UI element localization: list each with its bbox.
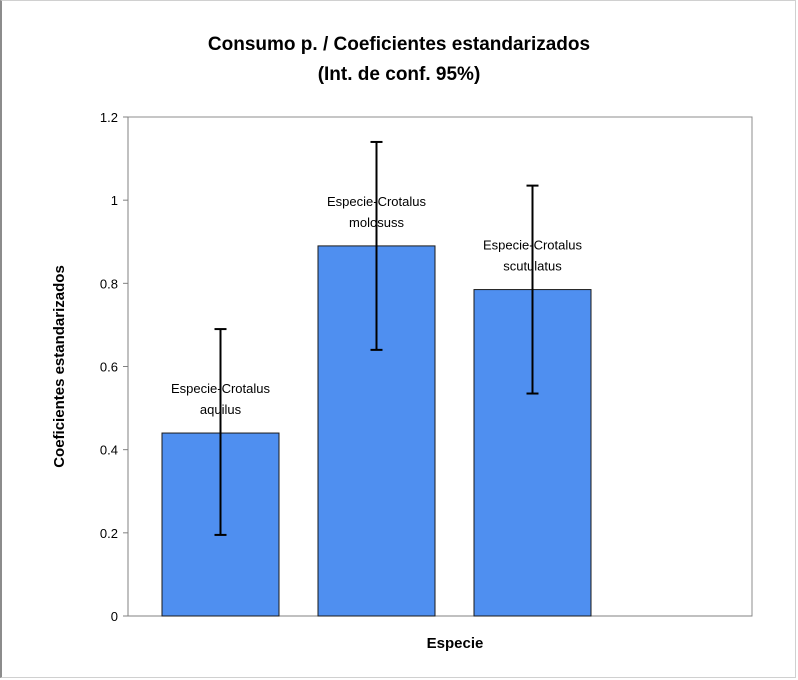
y-tick-label: 0 (111, 609, 118, 624)
data-labels: Especie-Crotalus aquilus Especie-Crotalus m… (171, 194, 582, 417)
error-bars (214, 140, 539, 536)
chart-title-line-2: (Int. de conf. 95%) (317, 64, 481, 85)
y-tick-label: 0.4 (100, 443, 118, 458)
bar-data-label: molosuss (349, 215, 404, 230)
bar-data-label: aquilus (200, 402, 242, 417)
bar-data-label: Especie-Crotalus (327, 194, 426, 209)
y-tick-label: 1 (111, 193, 118, 208)
y-tick-label: 0.6 (100, 360, 118, 375)
y-tick-label: 1.2 (100, 110, 118, 125)
y-tick-label: 0.2 (100, 526, 118, 541)
x-axis-title: Especie (427, 635, 484, 652)
bar-data-label: Especie-Crotalus (171, 381, 270, 396)
y-axis-title: Coeficientes estandarizados (51, 265, 68, 468)
bar-data-label: scutulatus (503, 259, 562, 274)
bar-data-label: Especie-Crotalus (483, 238, 582, 253)
y-tick-label: 0.8 (100, 276, 118, 291)
chart-title-line-1: Consumo p. / Coeficientes estandarizados (207, 34, 591, 55)
